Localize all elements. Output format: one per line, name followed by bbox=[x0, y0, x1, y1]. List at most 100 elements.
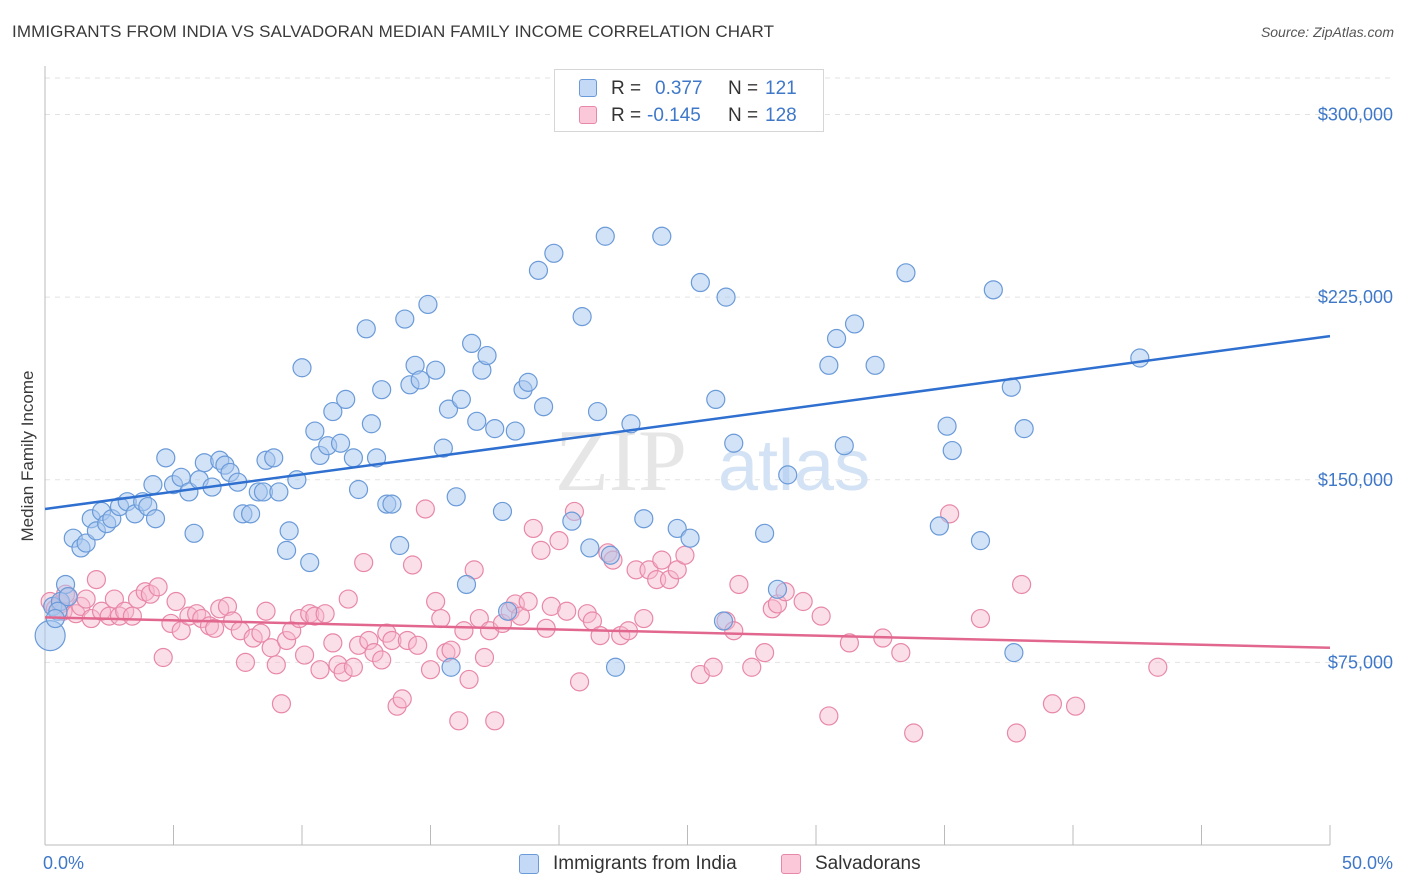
salvadoran-point bbox=[1148, 657, 1168, 677]
x-tick-min: 0.0% bbox=[43, 853, 84, 873]
india-point bbox=[410, 370, 430, 390]
india-point bbox=[600, 545, 621, 565]
salvadoran-point bbox=[569, 672, 590, 692]
india-point bbox=[356, 319, 376, 339]
salvadoran-point bbox=[217, 596, 238, 616]
correlation-legend: R = 0.377 N = 121 R = -0.145 N = 128 bbox=[554, 69, 824, 132]
india-point bbox=[433, 438, 453, 458]
salvadoran-point bbox=[420, 660, 441, 680]
india-point bbox=[498, 601, 518, 621]
salvadoran-point bbox=[276, 630, 297, 651]
india-point bbox=[778, 465, 798, 485]
salvadoran-point bbox=[192, 608, 212, 629]
india-point bbox=[834, 436, 854, 456]
salvadoran-point bbox=[127, 589, 148, 609]
india-point bbox=[667, 518, 687, 539]
india-point bbox=[438, 399, 459, 419]
india-point bbox=[528, 260, 549, 280]
salvadoran-point bbox=[454, 621, 474, 641]
salvadoran-point bbox=[634, 608, 654, 629]
salvadoran-point bbox=[940, 504, 960, 524]
india-point bbox=[896, 263, 916, 283]
bottom-legend-label-india: Immigrants from India bbox=[553, 853, 737, 874]
salvadoran-point bbox=[315, 604, 335, 624]
salvadoran-point bbox=[904, 723, 924, 743]
india-point bbox=[690, 272, 710, 293]
salvadoran-point bbox=[742, 657, 762, 677]
salvadoran-point bbox=[310, 660, 330, 680]
india-point bbox=[929, 516, 949, 536]
y-tick-label: $225,000 bbox=[1318, 287, 1393, 307]
legend-swatch-salvadoran bbox=[579, 106, 597, 124]
legend-n-label: N = bbox=[728, 105, 759, 126]
india-point bbox=[462, 333, 482, 354]
y-tick-label: $75,000 bbox=[1328, 652, 1393, 672]
india-point bbox=[184, 523, 204, 543]
salvadoran-point bbox=[372, 650, 392, 670]
salvadoran-point bbox=[819, 706, 839, 726]
india-point bbox=[348, 479, 369, 500]
salvadoran-point bbox=[1065, 696, 1086, 716]
salvadoran-point bbox=[256, 601, 276, 621]
india-point bbox=[1004, 643, 1024, 663]
salvadoran-point bbox=[148, 577, 168, 597]
salvadoran-point bbox=[839, 633, 860, 653]
india-point bbox=[241, 504, 261, 524]
india-point bbox=[544, 243, 564, 263]
axes bbox=[44, 66, 1331, 846]
salvadoran-point bbox=[754, 643, 775, 663]
salvadoran-point bbox=[1011, 574, 1032, 595]
india-point bbox=[58, 587, 78, 607]
india-point bbox=[372, 380, 392, 400]
india-point bbox=[713, 611, 734, 631]
legend-row-india: R = 0.377 N = 121 bbox=[555, 75, 823, 101]
india-point bbox=[390, 535, 410, 556]
india-point bbox=[605, 657, 626, 677]
salvadoran-point bbox=[541, 596, 561, 616]
legend-r-value: -0.145 bbox=[647, 105, 701, 126]
india-point bbox=[305, 421, 325, 441]
x-tick-max: 50.0% bbox=[1342, 853, 1393, 873]
india-point bbox=[143, 475, 163, 495]
salvadoran-point bbox=[205, 618, 225, 638]
india-point bbox=[754, 523, 775, 543]
y-tick-labels: $75,000 $150,000 $225,000 $300,000 bbox=[1318, 105, 1393, 673]
salvadoran-point bbox=[402, 555, 423, 575]
y-axis-label: Median Family Income bbox=[18, 370, 37, 541]
watermark-zip: ZIP bbox=[555, 413, 687, 510]
salvadoran-point bbox=[161, 613, 181, 634]
salvadoran-point bbox=[729, 574, 749, 595]
gridlines bbox=[45, 77, 1392, 663]
salvadoran-point bbox=[1042, 694, 1063, 714]
india-point bbox=[937, 416, 957, 436]
india-point bbox=[145, 509, 166, 529]
salvadoran-point bbox=[343, 657, 363, 677]
india-point bbox=[983, 280, 1003, 300]
india-point bbox=[826, 328, 847, 349]
india-point bbox=[361, 414, 381, 434]
salvadoran-point bbox=[382, 630, 402, 651]
india-point bbox=[819, 355, 839, 375]
legend-r-value: 0.377 bbox=[655, 78, 703, 99]
salvadoran-point bbox=[86, 569, 107, 590]
salvadoran-point bbox=[323, 633, 343, 653]
salvadoran-point bbox=[251, 623, 271, 643]
chart-title: IMMIGRANTS FROM INDIA VS SALVADORAN MEDI… bbox=[12, 22, 775, 41]
india-point bbox=[441, 657, 461, 677]
india-point bbox=[330, 433, 351, 453]
india-point bbox=[680, 528, 700, 548]
source-label: Source: ZipAtlas.com bbox=[1260, 24, 1394, 40]
salvadoran-point bbox=[557, 601, 577, 621]
india-point bbox=[279, 521, 299, 541]
india-point bbox=[492, 501, 513, 522]
india-point bbox=[446, 487, 466, 507]
legend-r-label: R = bbox=[611, 78, 642, 99]
salvadoran-point bbox=[364, 643, 384, 663]
blue-points bbox=[34, 226, 1150, 677]
india-point bbox=[276, 540, 297, 560]
salvadoran-point bbox=[549, 531, 569, 551]
india-point bbox=[844, 314, 865, 334]
y-tick-label: $300,000 bbox=[1318, 105, 1393, 125]
legend-n-value: 121 bbox=[765, 78, 797, 99]
salvadoran-point bbox=[210, 599, 230, 619]
